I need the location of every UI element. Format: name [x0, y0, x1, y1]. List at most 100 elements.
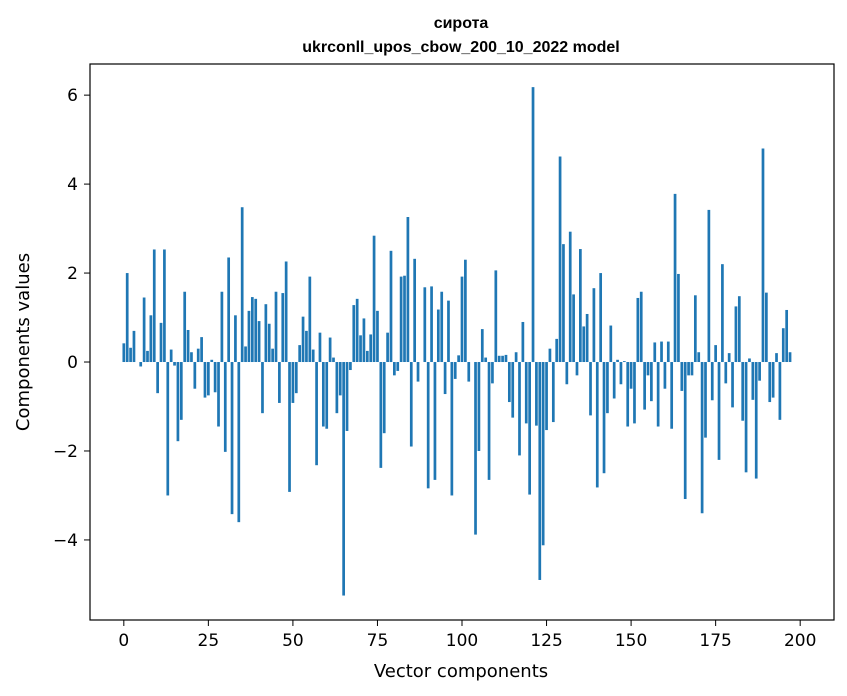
bar-101 [464, 259, 467, 363]
bar-150 [629, 362, 633, 389]
chart-title: сирота [434, 15, 489, 32]
bar-167 [687, 362, 690, 376]
bar-166 [683, 362, 687, 500]
bar-154 [643, 362, 646, 410]
bar-133 [572, 294, 575, 363]
bar-70 [359, 335, 362, 363]
bar-120 [528, 362, 531, 495]
bar-139 [592, 288, 596, 363]
bar-157 [653, 342, 657, 363]
bar-20 [190, 352, 193, 363]
bar-3 [132, 330, 136, 363]
bar-21 [193, 362, 197, 389]
x-tick-label: 200 [784, 631, 816, 651]
bar-84 [406, 217, 410, 363]
bar-6 [142, 297, 146, 363]
bar-17 [179, 362, 183, 420]
x-axis-label: Vector components [374, 661, 548, 682]
bar-61 [328, 337, 332, 363]
bar-158 [656, 362, 660, 427]
bar-132 [568, 231, 572, 363]
bar-137 [585, 313, 589, 363]
bar-142 [602, 362, 606, 474]
bar-121 [531, 87, 535, 363]
bar-124 [541, 362, 545, 546]
bar-55 [308, 276, 312, 363]
bar-26 [210, 359, 214, 363]
bar-135 [579, 249, 582, 363]
bar-87 [416, 362, 420, 382]
bar-179 [727, 353, 731, 363]
bar-54 [305, 330, 308, 363]
bar-78 [386, 332, 389, 363]
y-tick-label: 2 [67, 264, 78, 284]
bar-127 [551, 362, 555, 423]
bar-7 [146, 350, 149, 363]
bar-186 [751, 362, 755, 400]
bar-149 [626, 362, 630, 427]
bar-81 [396, 362, 400, 371]
bar-51 [294, 362, 298, 394]
bar-99 [457, 355, 460, 363]
y-axis-label: Components values [13, 253, 34, 431]
bar-15 [173, 362, 176, 366]
bar-19 [186, 329, 190, 363]
bar-62 [332, 357, 335, 363]
bar-66 [345, 362, 349, 431]
bar-9 [152, 249, 156, 363]
x-tick-label: 25 [198, 631, 220, 651]
x-tick-label: 100 [446, 631, 478, 651]
bar-118 [521, 321, 525, 363]
bar-188 [758, 362, 761, 381]
bar-12 [163, 249, 166, 363]
bar-100 [460, 276, 464, 363]
bar-138 [589, 362, 592, 416]
bar-25 [207, 362, 210, 396]
bar-22 [196, 348, 200, 363]
bar-32 [230, 362, 234, 515]
x-axis-ticks: 0 25 50 75 100 125 150 175 200 [118, 620, 816, 651]
bar-195 [781, 328, 785, 363]
bar-140 [595, 362, 599, 488]
bar-90 [426, 362, 430, 489]
bar-141 [599, 273, 603, 363]
bar-27 [213, 362, 217, 393]
bar-148 [622, 361, 626, 363]
bar-97 [450, 362, 454, 496]
bar-194 [778, 362, 782, 420]
bar-119 [524, 362, 528, 424]
bar-117 [518, 362, 521, 456]
bar-105 [477, 362, 481, 451]
bar-129 [558, 156, 562, 363]
bar-160 [663, 362, 667, 389]
x-tick-label: 75 [367, 631, 389, 651]
bar-192 [771, 362, 775, 398]
y-tick-label: −4 [53, 531, 78, 551]
bar-56 [311, 349, 315, 363]
bar-115 [511, 362, 515, 418]
bar-173 [707, 209, 711, 363]
bar-113 [504, 354, 508, 363]
bar-143 [606, 362, 609, 414]
bar-107 [484, 357, 488, 363]
bar-95 [443, 362, 447, 395]
bar-170 [697, 352, 701, 363]
bar-71 [362, 318, 366, 363]
bar-181 [734, 306, 738, 363]
bar-50 [291, 362, 295, 403]
bar-165 [680, 362, 684, 391]
chart-subtitle: ukrconll_upos_cbow_200_10_2022 model [302, 39, 619, 56]
bar-155 [646, 362, 650, 376]
bar-11 [159, 322, 163, 363]
bar-114 [507, 362, 511, 403]
bar-122 [535, 362, 538, 426]
bar-180 [731, 362, 734, 408]
bar-33 [234, 315, 237, 363]
plot-frame [89, 63, 835, 621]
bar-85 [409, 362, 413, 447]
bar-128 [555, 338, 559, 363]
bar-169 [693, 295, 697, 363]
bar-136 [582, 326, 586, 363]
bar-110 [494, 270, 498, 363]
bar-73 [369, 334, 373, 363]
